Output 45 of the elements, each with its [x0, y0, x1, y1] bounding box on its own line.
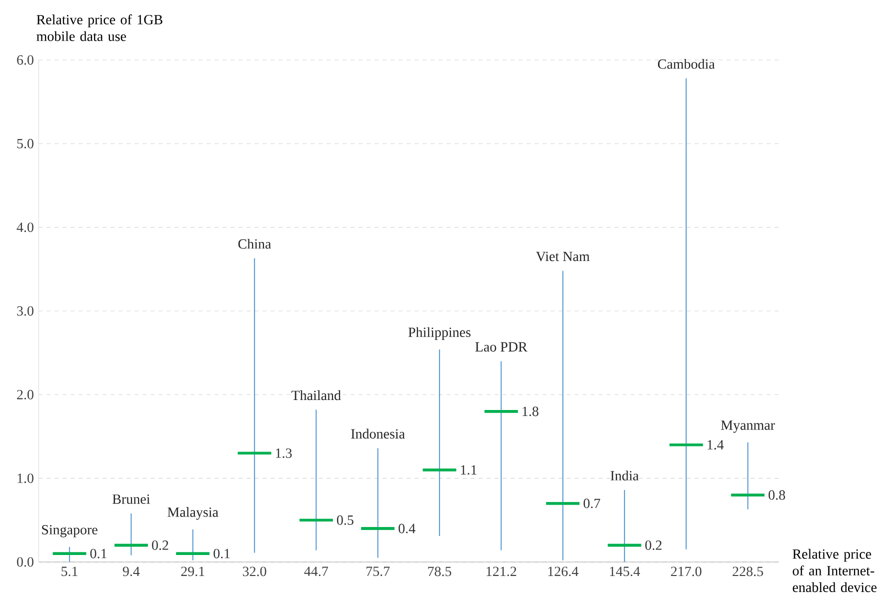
x-axis-title: Relative price of an Internet-enabled device: [792, 548, 877, 592]
annotation: 1.1: [461, 465, 476, 475]
x-tick-label: 145.4: [610, 566, 640, 576]
annotation: Viet Nam: [536, 252, 590, 262]
annotation: Lao PDR: [475, 342, 528, 352]
annotation: Singapore: [42, 525, 98, 538]
annotation: Brunei: [112, 494, 150, 504]
x-tick-label: 44.7: [304, 566, 328, 576]
annotation: China: [238, 238, 272, 249]
y-tick-label: 5.0: [17, 138, 34, 148]
annotation: India: [610, 470, 639, 480]
annotation: 0.8: [768, 490, 786, 500]
x-tick-label: 78.5: [428, 566, 452, 576]
annotation: Philippines: [408, 327, 471, 340]
x-tick-label: 228.5: [732, 566, 764, 576]
annotation: 0.5: [336, 515, 354, 525]
annotation: 0.7: [584, 498, 600, 508]
x-tick-label: 217.0: [671, 566, 702, 576]
annotation: Malaysia: [168, 507, 218, 520]
x-tick-label: 5.1: [62, 566, 78, 576]
x-tick-label: 32.0: [242, 566, 266, 576]
y-tick-label: 4.0: [16, 222, 34, 232]
annotation: 1.8: [522, 406, 538, 416]
annotation: Myanmar: [721, 420, 775, 433]
annotation: 0.2: [645, 540, 662, 550]
y-tick-label: 6.0: [17, 55, 34, 65]
x-tick-label: 121.2: [486, 566, 516, 576]
annotation: 0.1: [90, 548, 106, 558]
y-axis-title: Relative price of 1GB mobile data use: [36, 14, 162, 42]
x-tick-label: 29.1: [181, 566, 204, 576]
y-tick-label: 1.0: [18, 474, 34, 484]
y-tick-label: 0.0: [16, 557, 34, 567]
annotation: 0.2: [152, 540, 168, 550]
x-tick-label: 126.4: [548, 566, 578, 576]
annotation: 1.3: [276, 448, 292, 458]
annotation: Thailand: [292, 390, 341, 400]
x-tick-label: 75.7: [366, 566, 390, 576]
annotation: Indonesia: [351, 428, 405, 439]
annotation: Cambodia: [658, 58, 715, 69]
annotation: 0.1: [214, 548, 230, 558]
annotation: 0.4: [398, 524, 416, 534]
x-tick-label: 9.4: [122, 566, 140, 576]
y-tick-label: 2.0: [17, 390, 34, 400]
annotation: 1.4: [708, 440, 724, 450]
y-tick-label: 3.0: [17, 306, 34, 316]
